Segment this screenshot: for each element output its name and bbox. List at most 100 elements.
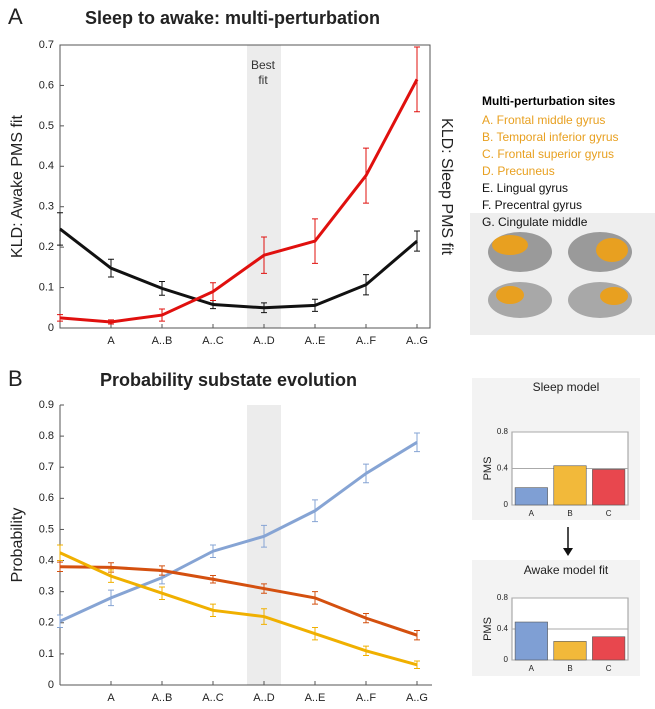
site-item: C. Frontal superior gyrus — [482, 147, 615, 161]
error-bar — [108, 569, 114, 583]
x-tick-label: A..G — [406, 335, 428, 347]
series-line — [59, 227, 418, 310]
site-item: B. Temporal inferior gyrus — [482, 130, 619, 144]
site-item: E. Lingual gyrus — [482, 181, 569, 195]
error-bar — [210, 544, 216, 558]
error-bar — [363, 147, 369, 204]
error-bar — [108, 258, 114, 278]
chart-title: Sleep to awake: multi-perturbation — [85, 8, 380, 28]
error-bar — [261, 302, 267, 314]
error-bar — [159, 281, 165, 296]
error-bar — [57, 544, 63, 562]
y-tick-label: 0.3 — [39, 201, 54, 213]
y-axis-label: Probability — [9, 508, 26, 583]
arrow-head — [563, 548, 573, 556]
bar — [592, 636, 626, 661]
series-line — [59, 551, 418, 667]
error-bar — [414, 432, 420, 453]
y-tick-label: 0 — [504, 500, 509, 509]
x-tick-label: A..B — [152, 692, 173, 704]
x-tick-label: A — [529, 509, 535, 518]
error-bar — [414, 660, 420, 670]
bar — [514, 621, 548, 661]
error-bar — [363, 274, 369, 296]
y-tick-label: 0.3 — [39, 586, 54, 598]
error-bar — [414, 630, 420, 641]
y-tick-label: 0.4 — [497, 464, 509, 473]
y2-axis-label: KLD: Sleep PMS fit — [438, 118, 455, 256]
y-tick-label: 0 — [48, 679, 54, 691]
y-tick-label: 0.8 — [497, 593, 509, 602]
error-bar — [312, 626, 318, 641]
error-bar — [312, 591, 318, 605]
bar — [592, 469, 626, 506]
sites-title: Multi-perturbation sites — [482, 94, 616, 108]
y-tick-label: 0.4 — [39, 554, 54, 566]
y-tick-label: 0.2 — [39, 617, 54, 629]
y-tick-label: 0.7 — [39, 39, 54, 51]
error-bar — [312, 499, 318, 523]
error-bar — [108, 589, 114, 607]
sites-list: Multi-perturbation sites A. Frontal middl… — [482, 93, 619, 231]
series-line — [59, 441, 418, 623]
x-tick-label: A — [529, 664, 535, 673]
error-bar — [414, 46, 420, 113]
y-tick-label: 0.5 — [39, 523, 54, 535]
error-bar — [57, 212, 63, 246]
bar — [514, 487, 548, 506]
y-tick-label: 0 — [504, 655, 509, 664]
brain-image — [488, 232, 632, 318]
y-tick-label: 0.9 — [39, 399, 54, 411]
error-bar — [312, 218, 318, 264]
x-tick-label: B — [567, 664, 572, 673]
error-bar — [210, 603, 216, 618]
x-tick-label: A — [107, 692, 115, 704]
x-tick-label: A — [107, 335, 115, 347]
y-tick-label: 0.8 — [497, 427, 509, 436]
x-tick-label: A..D — [253, 692, 274, 704]
y-tick-label: 0.6 — [39, 79, 54, 91]
y-tick-label: 0 — [48, 322, 54, 334]
error-bar — [312, 298, 318, 312]
y-tick-label: 0.1 — [39, 281, 54, 293]
chart-title: Probability substate evolution — [100, 370, 357, 390]
x-tick-label: A..F — [356, 335, 376, 347]
chart-title: Sleep model — [533, 380, 600, 394]
error-bar — [210, 282, 216, 302]
y-tick-label: 0.4 — [39, 160, 54, 172]
y-axis-label: PMS — [482, 617, 494, 641]
error-bar — [261, 236, 267, 274]
error-bar — [57, 314, 63, 322]
error-bar — [363, 645, 369, 656]
site-item: D. Precuneus — [482, 164, 555, 178]
y-tick-label: 0.7 — [39, 461, 54, 473]
site-item: A. Frontal middle gyrus — [482, 113, 606, 127]
x-tick-label: C — [606, 509, 612, 518]
site-item: G. Cingulate middle — [482, 215, 588, 229]
best-fit-label: Best fit — [250, 58, 275, 87]
y-tick-label: 0.6 — [39, 492, 54, 504]
bar — [553, 465, 587, 506]
y-axis-label: PMS — [482, 457, 494, 481]
x-tick-label: A..E — [305, 335, 326, 347]
x-tick-label: A..G — [406, 692, 428, 704]
error-bar — [57, 614, 63, 628]
x-tick-label: A..E — [305, 692, 326, 704]
plot-frame — [59, 44, 431, 329]
error-bar — [363, 612, 369, 624]
x-tick-label: A..F — [356, 692, 376, 704]
series-line — [59, 565, 418, 637]
error-bar — [363, 463, 369, 484]
error-bar — [57, 561, 63, 572]
error-bar — [159, 565, 165, 576]
error-bar — [414, 230, 420, 252]
x-tick-label: A..D — [253, 335, 274, 347]
error-bar — [159, 586, 165, 600]
y-tick-label: 0.4 — [497, 624, 509, 633]
x-tick-label: A..C — [202, 692, 223, 704]
error-bar — [261, 583, 267, 594]
x-tick-label: B — [567, 509, 572, 518]
y-tick-label: 0.1 — [39, 648, 54, 660]
chart-title: Awake model fit — [524, 563, 609, 577]
